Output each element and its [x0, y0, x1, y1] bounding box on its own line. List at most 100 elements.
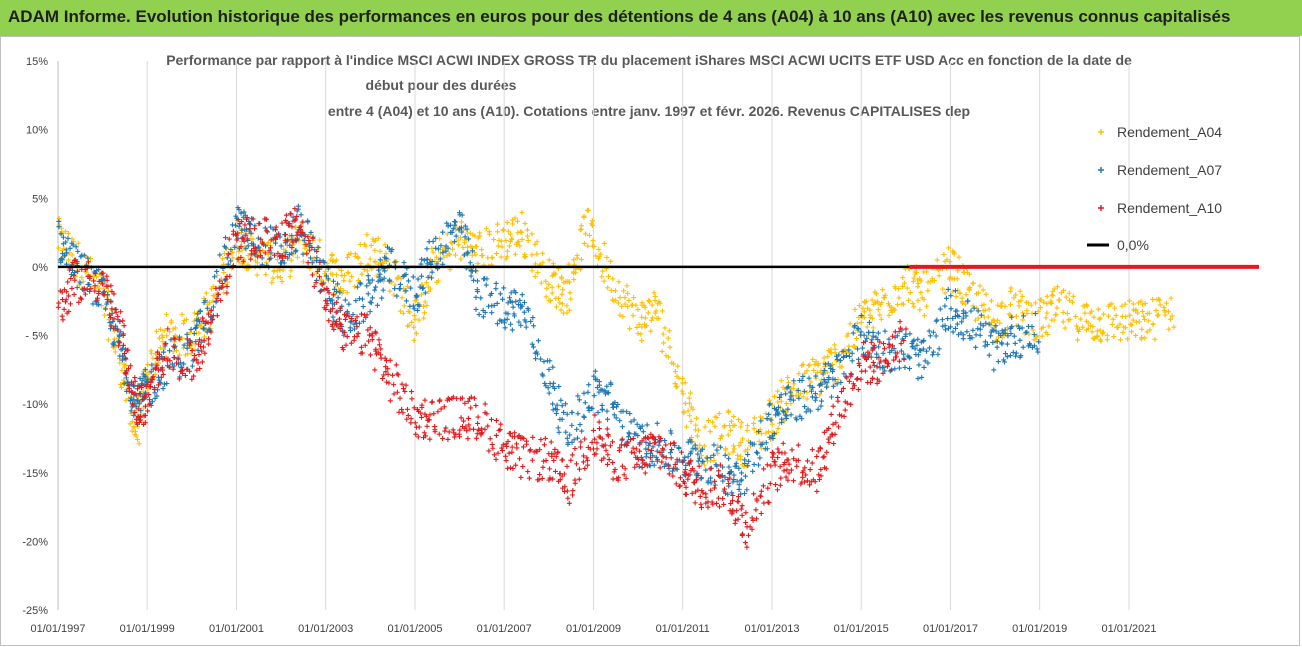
rendement-a04-point	[1033, 336, 1039, 342]
rendement-a04-point	[1123, 314, 1129, 320]
rendement-a07-point	[356, 320, 362, 326]
rendement-a10-point	[182, 372, 188, 378]
rendement-a04-point	[1112, 305, 1118, 311]
rendement-a10-point	[257, 248, 263, 254]
rendement-a10-point	[242, 222, 248, 228]
rendement-a10-point	[566, 500, 572, 506]
rendement-a10-point	[174, 360, 180, 366]
rendement-a04-point	[1100, 329, 1106, 335]
rendement-a10-point	[786, 461, 792, 467]
rendement-a07-point	[353, 298, 359, 304]
rendement-a10-point	[75, 268, 81, 274]
rendement-a04-point	[1150, 322, 1156, 328]
rendement-a04-point	[875, 307, 881, 313]
rendement-a04-point	[994, 317, 1000, 323]
rendement-a10-point	[774, 487, 780, 493]
rendement-a10-point	[158, 374, 164, 380]
rendement-a10-point	[846, 378, 852, 384]
rendement-a04-point	[942, 290, 948, 296]
rendement-a04-point	[725, 432, 731, 438]
rendement-a07-point	[208, 313, 214, 319]
y-tick-label: -25%	[22, 605, 48, 617]
rendement-a04-point	[383, 251, 389, 257]
rendement-a10-point	[111, 325, 117, 331]
rendement-a04-point	[424, 303, 430, 309]
rendement-a07-point	[213, 298, 219, 304]
rendement-a04-point	[1104, 337, 1110, 343]
rendement-a07-point	[942, 323, 948, 329]
rendement-a04-point	[1034, 333, 1040, 339]
rendement-a10-point	[564, 463, 570, 469]
rendement-a10-point	[91, 278, 97, 284]
rendement-a04-point	[626, 297, 632, 303]
rendement-a04-point	[532, 241, 538, 247]
rendement-a04-point	[424, 280, 430, 286]
rendement-a07-point	[965, 298, 971, 304]
rendement-a04-point	[559, 301, 565, 307]
rendement-a07-point	[143, 390, 149, 396]
rendement-a10-point	[603, 447, 609, 453]
rendement-a07-point	[475, 289, 481, 295]
rendement-a10-point	[622, 466, 628, 472]
rendement-a07-point	[465, 250, 471, 256]
rendement-a04-point	[486, 231, 492, 237]
rendement-a10-point	[550, 476, 556, 482]
rendement-a10-point	[471, 426, 477, 432]
rendement-a10-point	[238, 244, 244, 250]
rendement-a07-point	[654, 420, 660, 426]
rendement-a07-point	[223, 245, 229, 251]
rendement-a10-point	[504, 443, 510, 449]
rendement-a07-point	[651, 462, 657, 468]
rendement-a04-point	[418, 292, 424, 298]
rendement-a04-point	[911, 304, 917, 310]
rendement-a07-point	[323, 273, 329, 279]
rendement-a04-point	[756, 439, 762, 445]
rendement-a07-point	[484, 276, 490, 282]
rendement-a04-point	[817, 392, 823, 398]
rendement-a10-point	[697, 493, 703, 499]
rendement-a07-point	[521, 299, 527, 305]
rendement-a10-point	[213, 285, 219, 291]
rendement-a07-point	[790, 397, 796, 403]
rendement-a07-point	[263, 243, 269, 249]
rendement-a07-point	[466, 236, 472, 242]
rendement-a10-point	[258, 236, 264, 242]
rendement-a07-point	[206, 326, 212, 332]
rendement-a10-point	[727, 475, 733, 481]
rendement-a04-point	[732, 422, 738, 428]
rendement-a10-point	[564, 488, 570, 494]
rendement-a07-point	[742, 473, 748, 479]
rendement-a10-point	[239, 219, 245, 225]
rendement-a04-point	[377, 248, 383, 254]
rendement-a10-point	[395, 372, 401, 378]
rendement-a10-point	[373, 348, 379, 354]
rendement-a07-point	[511, 313, 517, 319]
rendement-a04-point	[201, 295, 207, 301]
rendement-a07-point	[751, 461, 757, 467]
rendement-a04-point	[627, 326, 633, 332]
rendement-a04-point	[601, 278, 607, 284]
rendement-a10-point	[61, 306, 67, 312]
rendement-a10-point	[189, 376, 195, 382]
rendement-a04-point	[810, 356, 816, 362]
rendement-a10-point	[215, 291, 221, 297]
rendement-a10-point	[506, 450, 512, 456]
rendement-a10-point	[235, 230, 241, 236]
rendement-a10-point	[610, 439, 616, 445]
rendement-a10-point	[294, 213, 300, 219]
rendement-a07-point	[232, 244, 238, 250]
rendement-a04-point	[751, 415, 757, 421]
rendement-a04-point	[1128, 321, 1134, 327]
rendement-a10-point	[238, 254, 244, 260]
rendement-a04-point	[1060, 319, 1066, 325]
rendement-a10-point	[649, 447, 655, 453]
rendement-a10-point	[573, 461, 579, 467]
rendement-a04-point	[505, 228, 511, 234]
rendement-a10-point	[246, 221, 252, 227]
rendement-a04-point	[504, 219, 510, 225]
rendement-a07-point	[401, 260, 407, 266]
rendement-a07-point	[459, 212, 465, 218]
rendement-a07-point	[223, 235, 228, 241]
rendement-a04-point	[622, 295, 628, 301]
rendement-a04-point	[504, 248, 510, 254]
